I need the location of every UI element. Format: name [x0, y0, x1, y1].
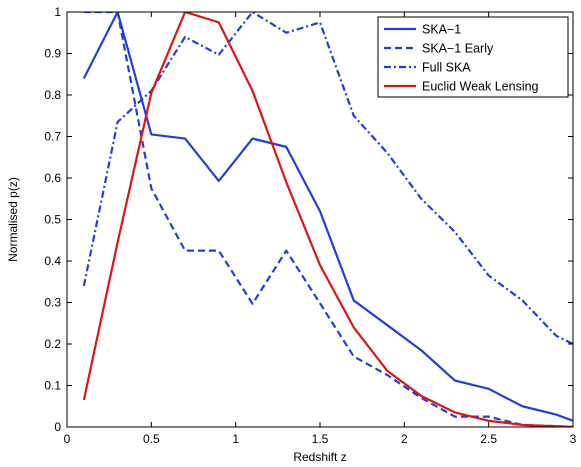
y-axis-label: Normalised p(z)	[6, 177, 20, 262]
legend-label-4: Euclid Weak Lensing	[422, 80, 539, 94]
y-tick-label: 0.9	[44, 47, 61, 61]
legend-label-1: SKA−1	[422, 23, 461, 37]
x-tick-label: 3	[570, 432, 577, 446]
axis-ticks	[66, 11, 574, 428]
x-tick-label: 1	[232, 432, 239, 446]
y-tick-label: 0	[54, 420, 61, 434]
legend: SKA−1 SKA−1 Early Full SKA Euclid Weak Lens…	[377, 16, 569, 98]
series-line-2	[83, 12, 573, 427]
y-tick-label: 0.7	[44, 130, 61, 144]
y-tick-label: 0.4	[44, 254, 61, 268]
y-tick-label: 0.8	[44, 88, 61, 102]
y-tick-label: 0.3	[44, 296, 61, 310]
legend-label-3: Full SKA	[422, 61, 471, 75]
x-tick-label: 1.5	[312, 432, 329, 446]
axis-tick-labels: 0 0.5 1 1.5 2 2.5 3 0 0.1 0.2 0.3 0.4 0.5 0.6 0.7 0.8 0.…	[44, 5, 576, 446]
x-tick-label: 0	[64, 432, 71, 446]
x-tick-label: 0.5	[143, 432, 160, 446]
series-line-1	[82, 12, 573, 422]
y-tick-label: 0.1	[44, 379, 61, 393]
y-tick-label: 1	[54, 5, 61, 19]
plot-series	[82, 12, 573, 427]
x-tick-label: 2	[401, 432, 408, 446]
x-tick-label: 2.5	[480, 432, 497, 446]
x-axis-label: Redshift z	[293, 450, 346, 464]
series-line-3	[82, 12, 573, 345]
series-line-4	[82, 12, 573, 427]
y-tick-label: 0.5	[44, 213, 61, 227]
legend-label-2: SKA−1 Early	[422, 42, 494, 56]
legend-box	[377, 16, 569, 98]
y-tick-label: 0.2	[44, 337, 61, 351]
y-tick-label: 0.6	[44, 171, 61, 185]
